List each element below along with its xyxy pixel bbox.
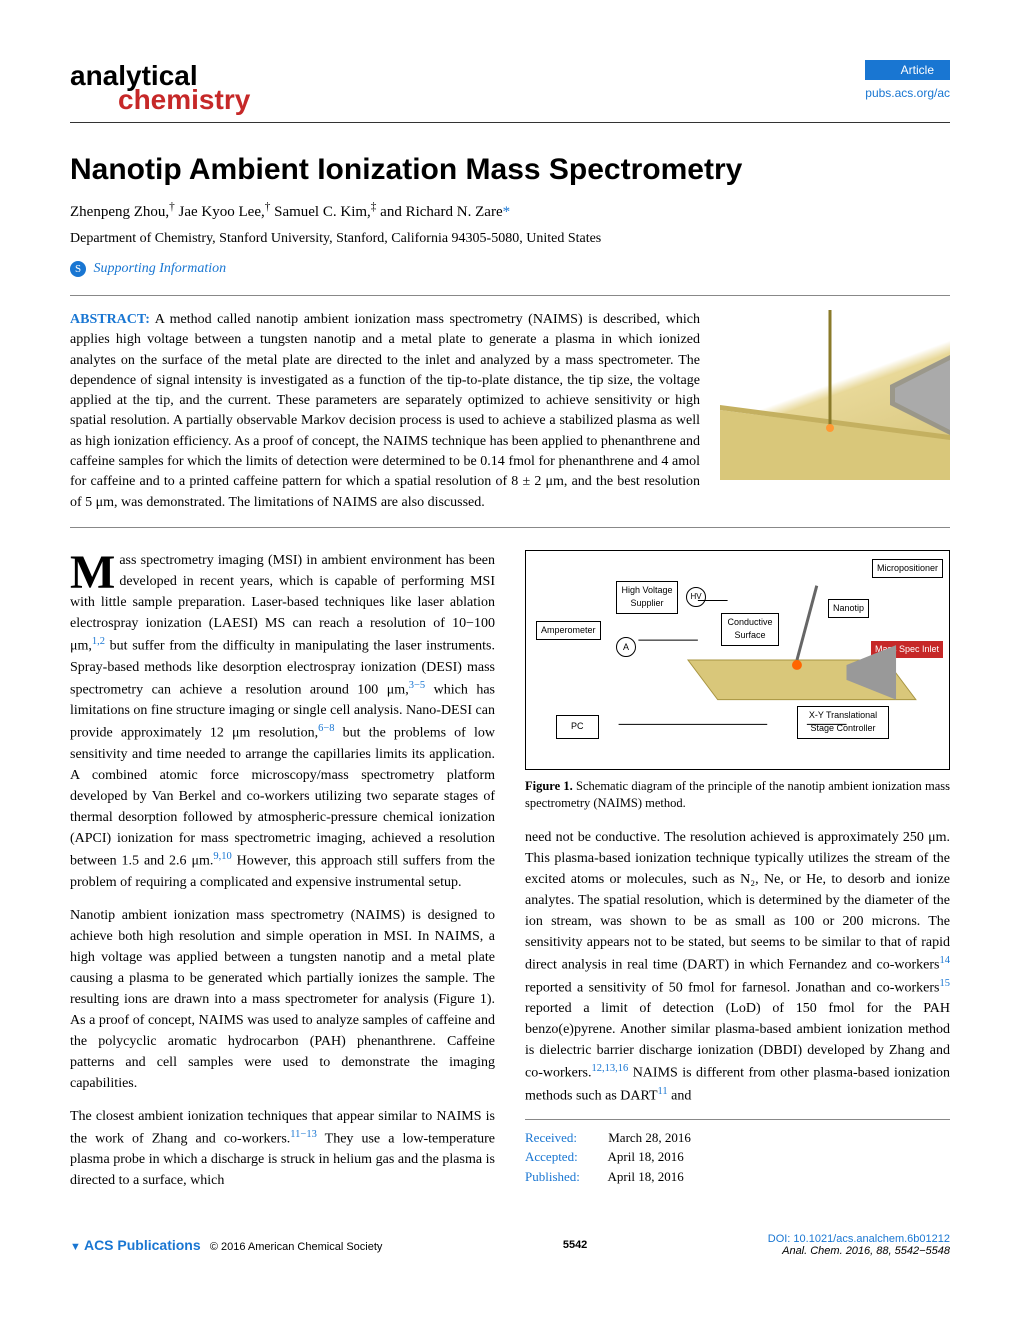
article-badge: Article	[865, 60, 950, 80]
para-3: The closest ambient ionization technique…	[70, 1106, 495, 1192]
authors-line: Zhenpeng Zhou,† Jae Kyoo Lee,† Samuel C.…	[70, 201, 950, 221]
footer-right: DOI: 10.1021/acs.analchem.6b01212 Anal. …	[768, 1233, 950, 1257]
accepted-label: Accepted:	[525, 1147, 605, 1167]
doi-link[interactable]: DOI: 10.1021/acs.analchem.6b01212	[768, 1233, 950, 1245]
ref-link[interactable]: 11−13	[290, 1129, 317, 1140]
publication-dates: Received: March 28, 2016 Accepted: April…	[525, 1119, 950, 1187]
supporting-info-link[interactable]: S Supporting Information	[70, 261, 950, 277]
ref-link[interactable]: 14	[940, 955, 951, 966]
acs-publications-logo: ACS Publications	[84, 1237, 201, 1253]
abstract-graphic	[720, 310, 950, 480]
figure-1-caption: Figure 1. Schematic diagram of the princ…	[525, 778, 950, 813]
supporting-label: Supporting Information	[94, 261, 227, 276]
dropcap: M	[70, 554, 115, 592]
copyright: © 2016 American Chemical Society	[210, 1241, 383, 1253]
citation: Anal. Chem. 2016, 88, 5542−5548	[768, 1245, 950, 1257]
received-label: Received:	[525, 1128, 605, 1148]
ref-link[interactable]: 11	[658, 1086, 668, 1097]
published-date: April 18, 2016	[608, 1169, 684, 1184]
figure-caption-text: Schematic diagram of the principle of th…	[525, 779, 950, 811]
page-number: 5542	[563, 1239, 587, 1251]
supporting-icon: S	[70, 261, 86, 277]
abstract-box: ABSTRACT: A method called nanotip ambien…	[70, 295, 950, 528]
article-title: Nanotip Ambient Ionization Mass Spectrom…	[70, 153, 950, 187]
affiliation: Department of Chemistry, Stanford Univer…	[70, 231, 950, 247]
header-right: Article pubs.acs.org/ac	[865, 60, 950, 100]
received-date: March 28, 2016	[608, 1130, 691, 1145]
para-1: Mass spectrometry imaging (MSI) in ambie…	[70, 550, 495, 893]
abstract-body: A method called nanotip ambient ionizati…	[70, 312, 700, 510]
figure-label: Figure 1.	[525, 779, 573, 793]
logo-line2: chemistry	[118, 84, 250, 116]
para-2: Nanotip ambient ionization mass spectrom…	[70, 905, 495, 1094]
ref-link[interactable]: 9,10	[213, 851, 231, 862]
abstract-text: ABSTRACT: A method called nanotip ambien…	[70, 310, 700, 513]
abstract-label: ABSTRACT:	[70, 312, 150, 327]
page-footer: ▼ ACS Publications © 2016 American Chemi…	[70, 1233, 950, 1257]
ref-link[interactable]: 3−5	[409, 680, 425, 691]
journal-header: analytical chemistry Article pubs.acs.or…	[70, 60, 950, 123]
figure-1-diagram: Micropositioner High Voltage Supplier HV…	[525, 550, 950, 770]
para-4: need not be conductive. The resolution a…	[525, 827, 950, 1107]
ref-link[interactable]: 1,2	[92, 636, 105, 647]
ref-link[interactable]: 6−8	[318, 723, 334, 734]
published-label: Published:	[525, 1167, 605, 1187]
ref-link[interactable]: 12,13,16	[591, 1063, 628, 1074]
column-left: Mass spectrometry imaging (MSI) in ambie…	[70, 550, 495, 1203]
accepted-date: April 18, 2016	[608, 1149, 684, 1164]
ref-link[interactable]: 15	[940, 978, 951, 989]
footer-left: ▼ ACS Publications © 2016 American Chemi…	[70, 1237, 382, 1253]
body-columns: Mass spectrometry imaging (MSI) in ambie…	[70, 550, 950, 1203]
publisher-link[interactable]: pubs.acs.org/ac	[865, 86, 950, 100]
figure-1: Micropositioner High Voltage Supplier HV…	[525, 550, 950, 813]
column-right: Micropositioner High Voltage Supplier HV…	[525, 550, 950, 1203]
journal-logo: analytical chemistry	[70, 60, 250, 116]
